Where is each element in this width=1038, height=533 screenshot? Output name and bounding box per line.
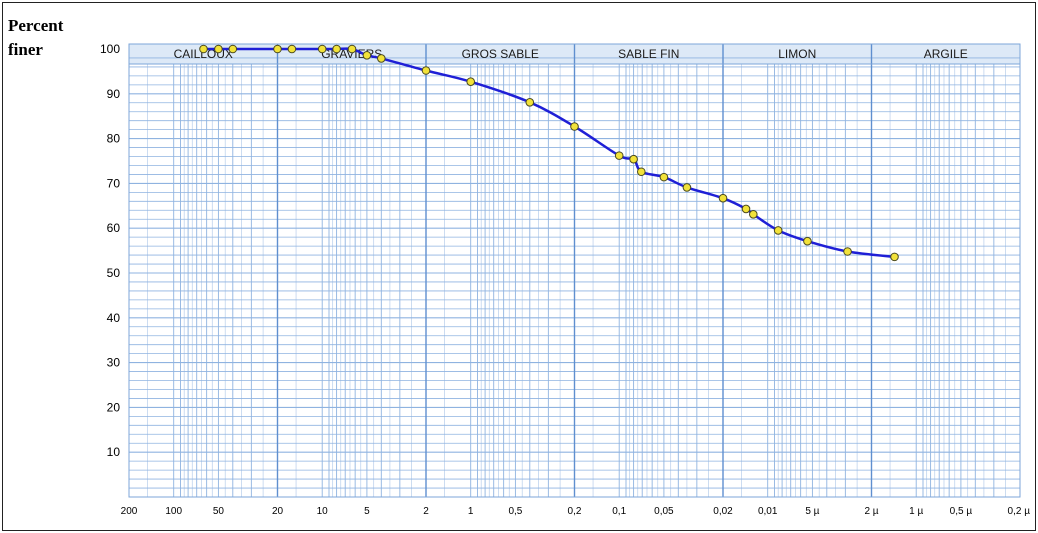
x-tick-label: 1 bbox=[468, 506, 474, 517]
band-header-cell bbox=[574, 44, 723, 64]
x-tick-label: 0,5 bbox=[508, 506, 522, 517]
data-point bbox=[273, 44, 282, 54]
data-point bbox=[614, 151, 624, 160]
band-label: ARGILE bbox=[924, 47, 968, 61]
data-point bbox=[347, 44, 357, 54]
x-tick-label: 100 bbox=[165, 506, 182, 517]
y-tick-label: 50 bbox=[107, 266, 121, 280]
data-point bbox=[214, 44, 223, 54]
data-point bbox=[287, 44, 297, 54]
x-tick-label: 5 bbox=[364, 506, 370, 517]
x-tick-label: 0,5 µ bbox=[950, 506, 973, 517]
y-tick-label: 80 bbox=[107, 132, 121, 146]
band-header-cell bbox=[723, 44, 872, 64]
data-point bbox=[659, 172, 669, 182]
y-tick-label: 10 bbox=[107, 445, 121, 459]
x-tick-label: 0,1 bbox=[612, 506, 626, 517]
y-axis-label: Percent finer bbox=[8, 16, 64, 59]
x-tick-label: 1 µ bbox=[909, 506, 923, 517]
data-point bbox=[332, 44, 341, 54]
band-label: LIMON bbox=[778, 47, 816, 61]
data-point bbox=[749, 210, 758, 219]
x-tick-label: 0,02 bbox=[713, 506, 733, 517]
y-tick-label: 30 bbox=[107, 356, 121, 370]
data-point bbox=[570, 122, 579, 131]
band-header-cell bbox=[871, 44, 1020, 64]
x-tick-label: 2 µ bbox=[864, 506, 878, 517]
data-point bbox=[803, 236, 812, 246]
x-tick-label: 5 µ bbox=[805, 506, 819, 517]
x-tick-label: 50 bbox=[213, 506, 225, 517]
x-tick-label: 200 bbox=[121, 506, 138, 517]
data-point bbox=[741, 204, 751, 214]
plot-border bbox=[128, 43, 1021, 498]
data-point bbox=[636, 167, 646, 177]
y-tick-label: 100 bbox=[100, 42, 120, 56]
data-point bbox=[376, 54, 386, 63]
data-point bbox=[718, 193, 728, 203]
data-point bbox=[317, 44, 327, 54]
y-tick-label: 90 bbox=[107, 87, 121, 101]
x-tick-label: 2 bbox=[423, 506, 429, 517]
data-point bbox=[362, 50, 372, 60]
data-point bbox=[421, 66, 431, 75]
data-point bbox=[682, 183, 692, 192]
data-point bbox=[890, 252, 899, 262]
x-tick-label: 0,2 µ bbox=[1008, 506, 1031, 517]
data-point bbox=[199, 44, 208, 54]
x-tick-label: 0,05 bbox=[654, 506, 674, 517]
band-label: SABLE FIN bbox=[618, 47, 679, 61]
y-tick-label: 70 bbox=[107, 176, 121, 190]
y-tick-label: 60 bbox=[107, 221, 121, 235]
x-tick-label: 0,2 bbox=[568, 506, 582, 517]
band-header-cell bbox=[426, 44, 575, 64]
band-label: GROS SABLE bbox=[462, 47, 539, 61]
data-point bbox=[773, 226, 783, 235]
x-tick-label: 20 bbox=[272, 506, 284, 517]
x-tick-label: 0,01 bbox=[758, 506, 778, 517]
y-tick-label: 40 bbox=[107, 311, 121, 325]
data-point bbox=[525, 98, 535, 107]
x-tick-label: 10 bbox=[317, 506, 329, 517]
data-point bbox=[629, 154, 638, 164]
data-point bbox=[466, 77, 476, 87]
data-point bbox=[228, 44, 238, 54]
data-point bbox=[843, 247, 852, 256]
y-tick-label: 20 bbox=[107, 400, 121, 414]
